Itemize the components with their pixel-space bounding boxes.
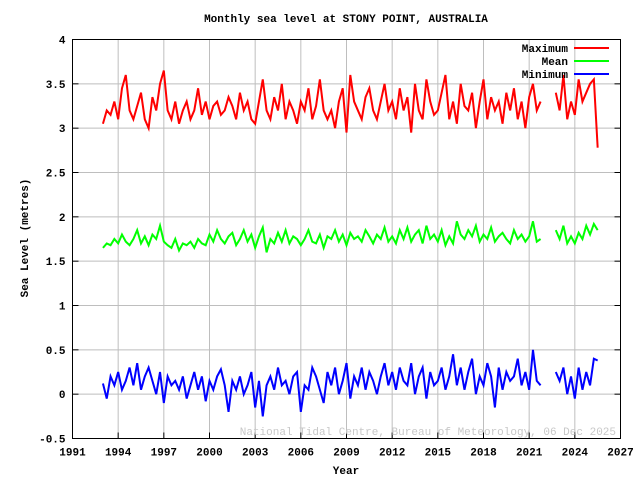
legend-label-minimum: Minimum [522, 70, 569, 82]
x-tick-label: 2006 [288, 448, 314, 460]
y-tick-label: 0 [59, 390, 66, 402]
x-tick-label: 2024 [562, 448, 589, 460]
series-line-minimum [554, 357, 599, 399]
plot-frame [72, 39, 621, 439]
series-line-mean [554, 221, 599, 247]
grid [72, 39, 621, 439]
y-tick-labels: -0.5 0 0.5 1 1.5 2 2.5 3 3.5 4 [39, 36, 66, 447]
y-tick-label: 1.5 [46, 257, 66, 269]
y-tick-label: 2.5 [46, 169, 66, 181]
legend-label-mean: Mean [542, 57, 568, 69]
x-tick-label: 2012 [379, 448, 405, 460]
x-tick-label: 2003 [242, 448, 269, 460]
y-tick-label: 2 [59, 213, 66, 225]
x-tick-label: 2027 [607, 448, 633, 460]
footer-credit: National Tidal Centre, Bureau of Meteoro… [240, 427, 616, 439]
series-line-minimum [101, 349, 542, 417]
x-tick-label: 2018 [470, 448, 497, 460]
x-axis-label: Year [333, 466, 359, 478]
y-tick-label: -0.5 [39, 435, 66, 447]
series-line-maximum [554, 74, 599, 148]
series-lines [101, 70, 599, 417]
x-tick-label: 1991 [59, 448, 86, 460]
y-tick-label: 3.5 [46, 80, 66, 92]
x-tick-label: 2015 [425, 448, 452, 460]
y-tick-label: 4 [59, 36, 66, 48]
y-axis-label: Sea Level (metres) [20, 179, 32, 298]
chart-title: Monthly sea level at STONY POINT, AUSTRA… [204, 14, 488, 26]
legend-label-maximum: Maximum [522, 44, 569, 56]
y-tick-label: 0.5 [46, 346, 66, 358]
y-tick-label: 3 [59, 124, 66, 136]
x-tick-label: 1997 [151, 448, 177, 460]
x-tick-label: 2000 [196, 448, 222, 460]
series-line-mean [102, 220, 542, 254]
series-line-maximum [101, 70, 542, 133]
x-tick-labels: 1991 1994 1997 2000 2003 2006 2009 2012 2015 2018… [59, 448, 633, 460]
y-tick-label: 1 [59, 302, 66, 314]
x-tick-label: 1994 [105, 448, 132, 460]
x-tick-label: 2009 [333, 448, 359, 460]
x-tick-label: 2021 [516, 448, 543, 460]
